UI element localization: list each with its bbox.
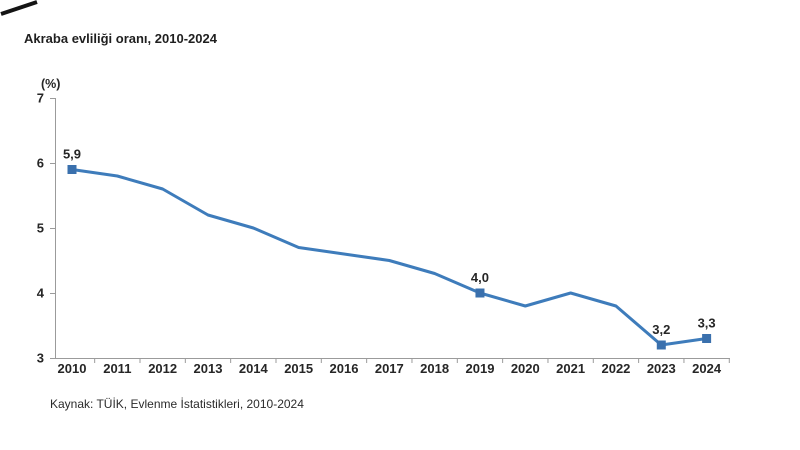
data-point-marker xyxy=(656,340,666,350)
x-axis-year-label: 2013 xyxy=(194,361,223,376)
y-axis-tick-label: 4 xyxy=(37,286,45,301)
data-point-label: 5,9 xyxy=(63,147,81,162)
x-axis-year-label: 2019 xyxy=(466,361,495,376)
data-point-marker xyxy=(67,165,77,174)
x-axis-year-label: 2015 xyxy=(284,361,313,376)
x-axis-year-label: 2018 xyxy=(420,361,449,376)
x-axis-year-label: 2011 xyxy=(103,361,131,376)
corner-mark-stroke xyxy=(0,0,38,16)
x-axis-year-label: 2010 xyxy=(58,361,87,376)
x-axis-year-label: 2022 xyxy=(601,361,630,376)
data-point-label: 4,0 xyxy=(471,270,489,285)
corner-mark xyxy=(0,0,38,16)
y-axis-tick-label: 6 xyxy=(37,156,44,171)
source-caption: Kaynak: TÜİK, Evlenme İstatistikleri, 20… xyxy=(50,397,304,411)
y-axis-tick-label: 7 xyxy=(37,91,44,106)
x-axis-year-label: 2020 xyxy=(511,361,540,376)
chart-title: Akraba evliliği oranı, 2010-2024 xyxy=(24,31,217,46)
x-axis-year-label: 2012 xyxy=(148,361,177,376)
y-axis-unit-label: (%) xyxy=(41,77,60,91)
trend-line xyxy=(70,168,709,347)
y-axis-tick-label: 3 xyxy=(37,351,44,366)
x-axis-year-label: 2024 xyxy=(692,361,722,376)
x-axis-year-label: 2014 xyxy=(239,361,269,376)
data-point-label: 3,3 xyxy=(698,316,716,331)
y-axis-tick-label: 5 xyxy=(37,221,44,236)
x-axis-year-label: 2016 xyxy=(330,361,359,376)
x-axis-year-label: 2017 xyxy=(375,361,404,376)
x-axis-year-label: 2023 xyxy=(647,361,676,376)
x-axis-year-label: 2021 xyxy=(556,361,585,376)
data-point-marker xyxy=(702,334,712,343)
data-point-label: 3,2 xyxy=(652,322,670,337)
data-point-marker xyxy=(475,288,485,298)
